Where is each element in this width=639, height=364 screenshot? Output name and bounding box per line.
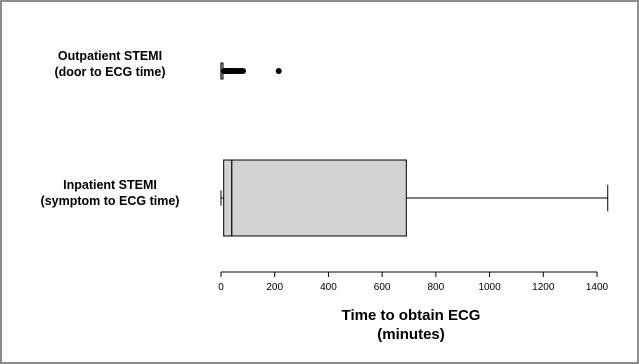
x-tick-label-600: 600 [374, 282, 391, 293]
category-label-inpatient-line1: Inpatient STEMI [63, 178, 157, 192]
x-tick-label-800: 800 [428, 282, 445, 293]
x-tick-label-1200: 1200 [532, 282, 555, 293]
inpatient-box [223, 159, 407, 237]
x-tick-label-200: 200 [266, 282, 283, 293]
x-tick-label-400: 400 [320, 282, 337, 293]
category-label-outpatient-line1: Outpatient STEMI [58, 49, 162, 63]
x-axis-title-line1: Time to obtain ECG [342, 307, 481, 324]
x-axis-title-line2: (minutes) [377, 326, 445, 343]
outpatient-outlier-18 [275, 68, 282, 74]
category-label-inpatient-line2: (symptom to ECG time) [41, 194, 180, 208]
outpatient-outlier-17 [240, 68, 247, 74]
x-tick-label-1400: 1400 [586, 282, 609, 293]
x-tick-label-1000: 1000 [478, 282, 501, 293]
plot-area [220, 62, 609, 237]
x-axis: 0 200 400 600 800 1000 1200 1400 [218, 271, 609, 293]
category-label-outpatient-line2: (door to ECG time) [54, 65, 165, 79]
x-tick-label-0: 0 [218, 282, 224, 293]
